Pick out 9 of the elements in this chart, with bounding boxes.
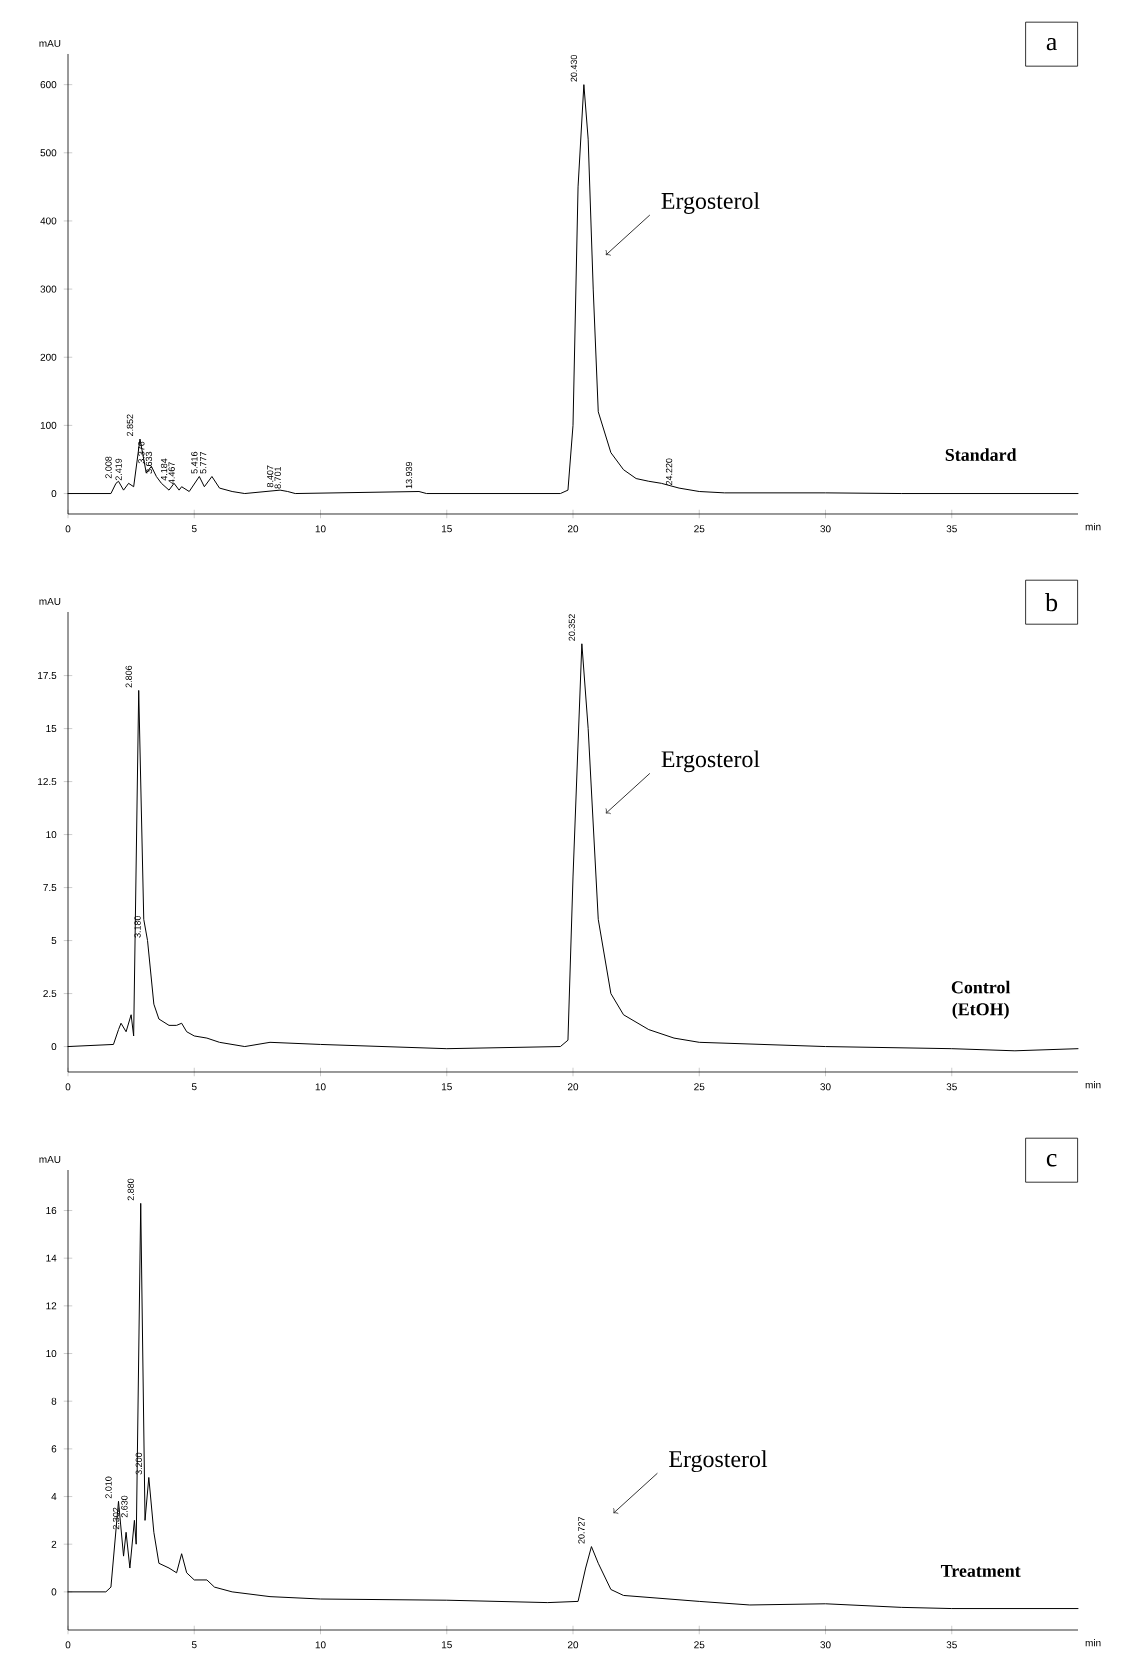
- annotation: Treatment: [940, 1565, 1021, 1577]
- text: b: [1045, 593, 1058, 612]
- annotation: Control (EtOH): [951, 980, 1011, 1019]
- text: c: [1046, 1153, 1057, 1167]
- annotation: Standard: [945, 448, 1017, 461]
- annotation: Ergosterol: [669, 1450, 768, 1473]
- text: a: [1046, 37, 1058, 51]
- annotation: Ergosterol: [661, 192, 760, 214]
- annotation: Ergosterol: [661, 750, 760, 773]
